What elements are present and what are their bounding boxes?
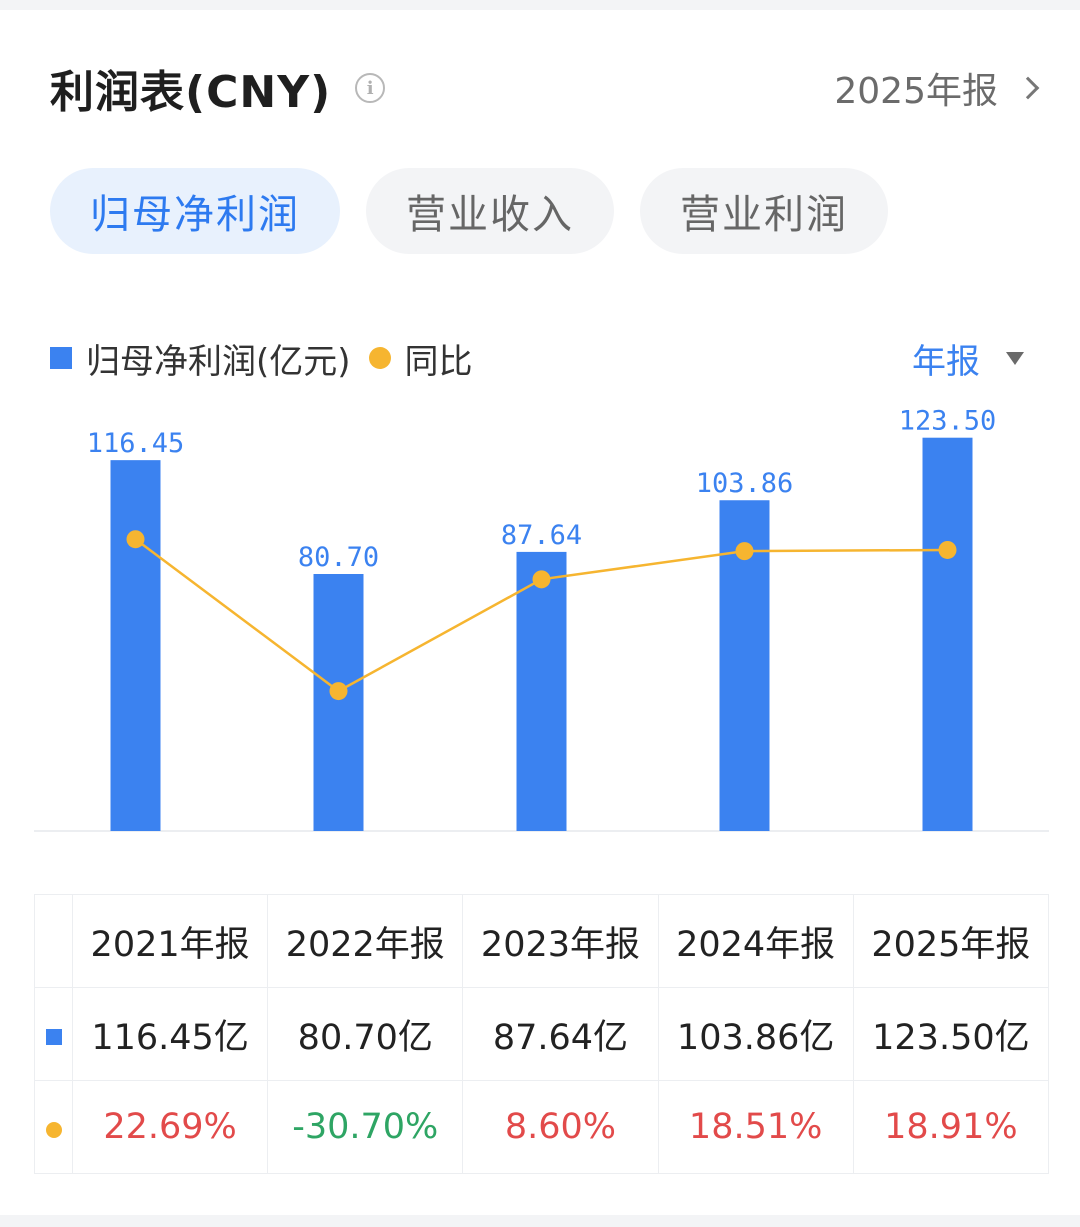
table-cell: 123.50亿 xyxy=(852,987,1050,1081)
table-header: 2021年报 xyxy=(71,894,269,988)
bar xyxy=(922,437,973,831)
bar xyxy=(313,574,364,831)
profit-table: 2021年报 2022年报 2023年报 2024年报 2025年报 116.4… xyxy=(34,894,1050,1174)
bar-value-label: 116.45 xyxy=(87,428,185,459)
period-label: 2025年报 xyxy=(834,71,998,112)
table-cell: 80.70亿 xyxy=(267,987,464,1081)
table-cell: 103.86亿 xyxy=(657,987,854,1081)
line-marker-cell xyxy=(34,1080,73,1174)
table-header: 2022年报 xyxy=(267,894,464,988)
tab-net-profit[interactable]: 归母净利润 xyxy=(50,168,340,254)
profit-statement-card: 利润表(CNY) i 2025年报 归母净利润 营业收入 营业利润 归母净利润(… xyxy=(0,10,1080,1215)
table-row-values: 116.45亿 80.70亿 87.64亿 103.86亿 123.50亿 xyxy=(34,987,1050,1081)
yoy-point xyxy=(938,540,957,559)
yoy-point xyxy=(532,570,551,589)
bar-marker xyxy=(45,1029,62,1045)
period-dropdown-label: 年报 xyxy=(912,341,980,382)
table-header: 2024年报 xyxy=(657,894,854,988)
yoy-point xyxy=(126,530,145,549)
table-cell: -30.70% xyxy=(267,1080,464,1174)
bar-value-label: 80.70 xyxy=(298,542,379,573)
table-cell: 116.45亿 xyxy=(71,987,269,1081)
card-title: 利润表(CNY) xyxy=(50,67,332,118)
legend-series2: 同比 xyxy=(404,341,473,382)
legend-series1: 归母净利润(亿元) xyxy=(86,341,351,382)
caret-down-icon xyxy=(1006,351,1024,365)
bar-marker-cell xyxy=(34,987,73,1081)
line-marker xyxy=(45,1122,62,1138)
bar-value-label: 87.64 xyxy=(501,520,582,551)
table-header-row: 2021年报 2022年报 2023年报 2024年报 2025年报 xyxy=(34,894,1050,988)
tab-revenue[interactable]: 营业收入 xyxy=(366,168,614,254)
bar-value-label: 123.50 xyxy=(899,406,997,437)
table-cell: 22.69% xyxy=(71,1080,269,1174)
metric-tabs: 归母净利润 营业收入 营业利润 xyxy=(50,168,888,254)
yoy-point xyxy=(329,682,348,701)
period-link[interactable]: 2025年报 xyxy=(834,62,1040,114)
table-header: 2023年报 xyxy=(462,894,659,988)
table-row-yoy: 22.69% -30.70% 8.60% 18.51% 18.91% xyxy=(34,1080,1050,1174)
bar xyxy=(110,460,161,831)
bar xyxy=(516,551,567,831)
chevron-right-icon xyxy=(1016,76,1040,100)
yoy-point xyxy=(735,542,754,561)
table-cell: 87.64亿 xyxy=(462,987,659,1081)
profit-chart: 116.45 80.70 87.64 103.86 123.50 xyxy=(34,406,1049,832)
card-header: 利润表(CNY) i 2025年报 xyxy=(50,58,1040,118)
table-cell: 18.91% xyxy=(852,1080,1050,1174)
table-cell: 8.60% xyxy=(462,1080,659,1174)
info-icon[interactable]: i xyxy=(355,73,386,103)
tab-operating-profit[interactable]: 营业利润 xyxy=(640,168,888,254)
chart-legend: 归母净利润(亿元) 同比 年报 xyxy=(50,334,1024,383)
table-header: 2025年报 xyxy=(852,894,1050,988)
line-legend-marker xyxy=(368,347,391,369)
bar-legend-marker xyxy=(50,347,72,369)
table-cell: 18.51% xyxy=(657,1080,854,1174)
period-dropdown[interactable]: 年报 xyxy=(912,334,1024,383)
table-corner xyxy=(34,894,73,988)
bar-value-label: 103.86 xyxy=(696,468,794,499)
